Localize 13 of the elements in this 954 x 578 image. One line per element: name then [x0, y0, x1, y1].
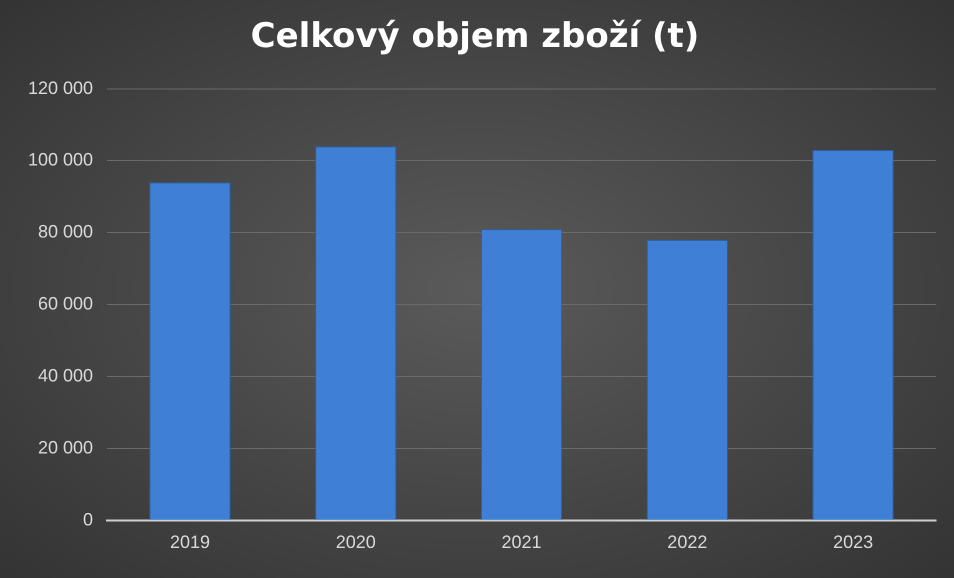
x-tick-label: 2019 — [170, 532, 210, 552]
y-tick-label: 60 000 — [38, 294, 94, 314]
y-tick-label: 120 000 — [28, 78, 94, 98]
y-tick-label: 40 000 — [38, 366, 94, 386]
y-tick-label: 20 000 — [38, 437, 94, 458]
y-tick-label: 100 000 — [28, 150, 94, 170]
x-tick-label: 2020 — [336, 532, 376, 552]
x-tick-label: 2022 — [667, 532, 708, 552]
x-tick-label: 2021 — [502, 532, 542, 552]
y-tick-label: 80 000 — [38, 222, 94, 242]
y-tick-label: 0 — [83, 509, 94, 530]
chart-title: Celkový objem zboží (t) — [250, 16, 700, 56]
x-tick-label: 2023 — [833, 532, 874, 552]
